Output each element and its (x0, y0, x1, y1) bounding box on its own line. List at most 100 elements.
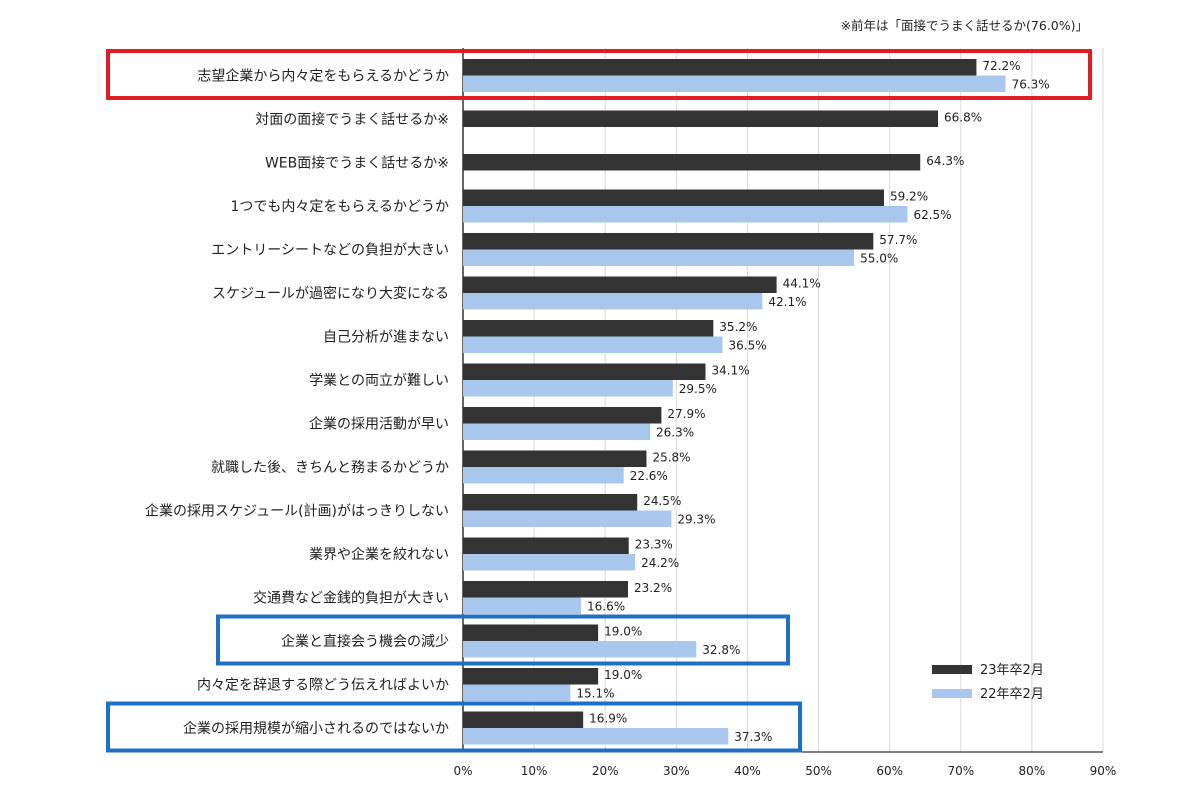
category-label: 企業の採用活動が早い (309, 416, 449, 433)
category-label: WEB面接でうまく話せるか※ (265, 154, 449, 171)
chart-note: ※前年は「面接でうまく話せるか(76.0%)」 (841, 18, 1088, 33)
bar-23 (463, 668, 599, 685)
bar-22 (463, 728, 729, 745)
legend-swatch-22 (932, 689, 972, 698)
highlight-box-blue (216, 614, 790, 666)
bar-22 (463, 249, 855, 266)
category-label: 交通費など金銭的負担が大きい (253, 590, 449, 607)
value-label-22: 76.3% (1012, 78, 1050, 92)
category-label: スケジュールが過密になり大変になる (212, 285, 449, 302)
bar-23 (463, 407, 662, 424)
highlight-boxes (106, 49, 1092, 753)
value-label-22: 26.3% (656, 426, 694, 440)
bar-23 (463, 189, 884, 206)
value-label-23: 59.2% (890, 190, 928, 204)
bar-22 (463, 597, 582, 614)
value-label-22: 37.3% (734, 730, 772, 744)
category-label: 自己分析が進まない (323, 330, 449, 346)
x-axis-ticks: 0% 10% 20% 30% 40% 50% 60% 70% 80% 90% (453, 764, 1116, 778)
bar-23 (463, 59, 977, 76)
bar-23 (463, 233, 874, 250)
bar-22 (463, 293, 763, 310)
value-label-23: 23.2% (634, 581, 672, 595)
bar-23 (463, 450, 647, 467)
bar-23 (463, 154, 921, 171)
x-tick-label: 30% (663, 764, 690, 778)
value-label-22: 36.5% (729, 339, 767, 353)
bar-22 (463, 336, 723, 353)
x-tick-label: 50% (805, 764, 832, 778)
legend-swatch-23 (932, 665, 972, 674)
bar-22 (463, 75, 1006, 92)
value-label-23: 23.3% (635, 538, 673, 552)
value-label-23: 57.7% (879, 233, 917, 247)
bar-22 (463, 510, 672, 527)
bar-22 (463, 684, 571, 701)
x-tick-label: 80% (1019, 764, 1046, 778)
category-label: 企業と直接会う機会の減少 (281, 633, 449, 650)
category-label: エントリーシートなどの負担が大きい (211, 243, 449, 259)
legend-label-22: 22年卒2月 (980, 687, 1044, 702)
bar-23 (463, 494, 638, 511)
x-tick-label: 70% (947, 764, 974, 778)
x-tick-label: 10% (521, 764, 548, 778)
bar-22 (463, 554, 636, 571)
x-tick-label: 60% (876, 764, 903, 778)
category-label: 内々定を辞退する際どう伝えればよいか (197, 678, 449, 694)
bar-23 (463, 363, 706, 380)
bar-23 (463, 624, 599, 641)
value-label-22: 15.1% (576, 687, 614, 701)
category-label: 対面の面接でうまく話せるか※ (255, 111, 449, 128)
bar-23 (463, 320, 714, 337)
bar-23 (463, 537, 629, 554)
value-label-23: 66.8% (944, 111, 982, 125)
bar-23 (463, 581, 628, 598)
category-label: 1つでも内々定をもらえるかどうか (231, 199, 450, 215)
bars (463, 59, 1006, 745)
value-label-23: 64.3% (926, 154, 964, 168)
value-label-23: 44.1% (783, 277, 821, 291)
category-label: 志望企業から内々定をもらえるかどうか (197, 68, 449, 85)
bar-22 (463, 380, 673, 397)
value-label-22: 29.3% (677, 513, 715, 527)
value-label-22: 32.8% (702, 643, 740, 657)
bar-23 (463, 110, 939, 127)
value-label-23: 27.9% (667, 407, 705, 421)
value-label-22: 24.2% (641, 556, 679, 570)
x-tick-label: 20% (592, 764, 619, 778)
value-label-23: 34.1% (711, 364, 749, 378)
value-label-22: 42.1% (768, 295, 806, 309)
value-label-23: 19.0% (604, 668, 642, 682)
category-label: 企業の採用スケジュール(計画)がはっきりしない (145, 503, 449, 520)
value-label-23: 16.9% (589, 712, 627, 726)
x-tick-label: 90% (1090, 764, 1117, 778)
highlight-box-blue (106, 701, 802, 753)
bar-22 (463, 641, 697, 658)
highlight-box-red (106, 49, 1092, 100)
x-tick-label: 0% (453, 764, 472, 778)
bar-23 (463, 276, 777, 293)
legend: 23年卒2月 22年卒2月 (932, 663, 1044, 702)
bar-22 (463, 467, 624, 484)
bar-23 (463, 711, 584, 728)
bar-22 (463, 206, 908, 223)
value-labels: 72.2% 76.3% 66.8% 64.3% 59.2% 62.5% 57.7% 55.0%… (576, 59, 1049, 744)
value-label-23: 35.2% (719, 320, 757, 334)
value-label-22: 22.6% (630, 469, 668, 483)
value-label-23: 25.8% (652, 451, 690, 465)
value-label-23: 19.0% (604, 625, 642, 639)
category-label: 企業の採用規模が縮小されるのではないか (183, 720, 449, 737)
x-tick-label: 40% (734, 764, 761, 778)
category-label: 業界や企業を絞れない (309, 546, 449, 563)
value-label-23: 72.2% (982, 59, 1020, 73)
category-label: 学業との両立が難しい (309, 373, 449, 389)
category-label: 就職した後、きちんと務まるかどうか (211, 460, 449, 476)
bar-22 (463, 423, 651, 440)
legend-label-23: 23年卒2月 (980, 663, 1044, 678)
value-label-22: 16.6% (587, 600, 625, 614)
value-label-22: 55.0% (860, 252, 898, 266)
value-label-22: 29.5% (679, 382, 717, 396)
